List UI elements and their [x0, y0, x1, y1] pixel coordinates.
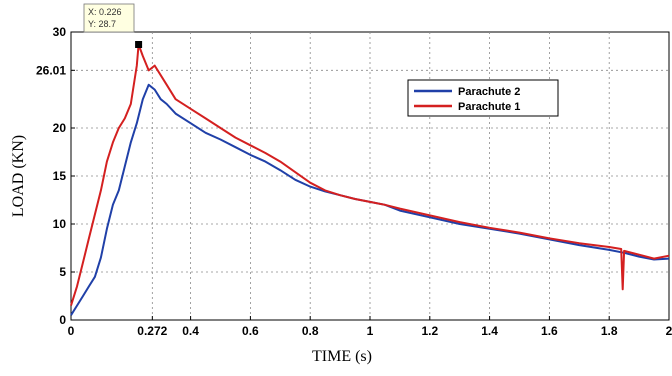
- x-tick-label: 0.4: [182, 324, 199, 338]
- datatip-box: [83, 3, 135, 33]
- legend-label-parachute-2: Parachute 2: [458, 86, 520, 98]
- y-tick-label: 20: [53, 121, 67, 135]
- x-tick-label: 0.6: [242, 324, 259, 338]
- x-axis-title: TIME (s): [312, 348, 372, 365]
- datatip-marker: [135, 41, 143, 48]
- y-tick-label: 0: [59, 313, 66, 327]
- x-tick-label: 1.4: [481, 324, 498, 338]
- datatip: X: 0.226 Y: 28.7: [83, 3, 143, 48]
- x-tick-label: 1: [367, 324, 374, 338]
- y-tick-label: 5: [59, 265, 66, 279]
- series-lines: [70, 43, 670, 316]
- datatip-y-label: Y: 28.7: [88, 19, 116, 29]
- x-tick-label: 1.8: [601, 324, 618, 338]
- grid-lines: [71, 32, 669, 320]
- legend-box: [407, 79, 559, 117]
- y-axis-title: LOAD (KN): [10, 135, 27, 217]
- y-tick-label: 10: [53, 217, 67, 231]
- legend: Parachute 2 Parachute 1: [407, 79, 559, 117]
- x-tick-label: 2: [666, 324, 672, 338]
- x-tick-label: 1.2: [421, 324, 438, 338]
- x-tick-label: 0.272: [137, 324, 167, 338]
- legend-label-parachute-1: Parachute 1: [458, 101, 520, 113]
- y-tick-label: 15: [53, 169, 67, 183]
- y-tick-label: 26.01: [36, 63, 66, 77]
- x-tick-label: 1.6: [541, 324, 558, 338]
- x-tick-label: 0: [68, 324, 75, 338]
- x-tick-label: 0.8: [302, 324, 319, 338]
- axis-ticks: 0 0.272 0.4 0.6 0.8 1 1.2 1.4 1.6 1.8 20510152026.…: [36, 25, 672, 338]
- series-line-parachute-1: [70, 43, 670, 306]
- datatip-x-label: X: 0.226: [88, 7, 122, 17]
- y-tick-label: 30: [53, 25, 67, 39]
